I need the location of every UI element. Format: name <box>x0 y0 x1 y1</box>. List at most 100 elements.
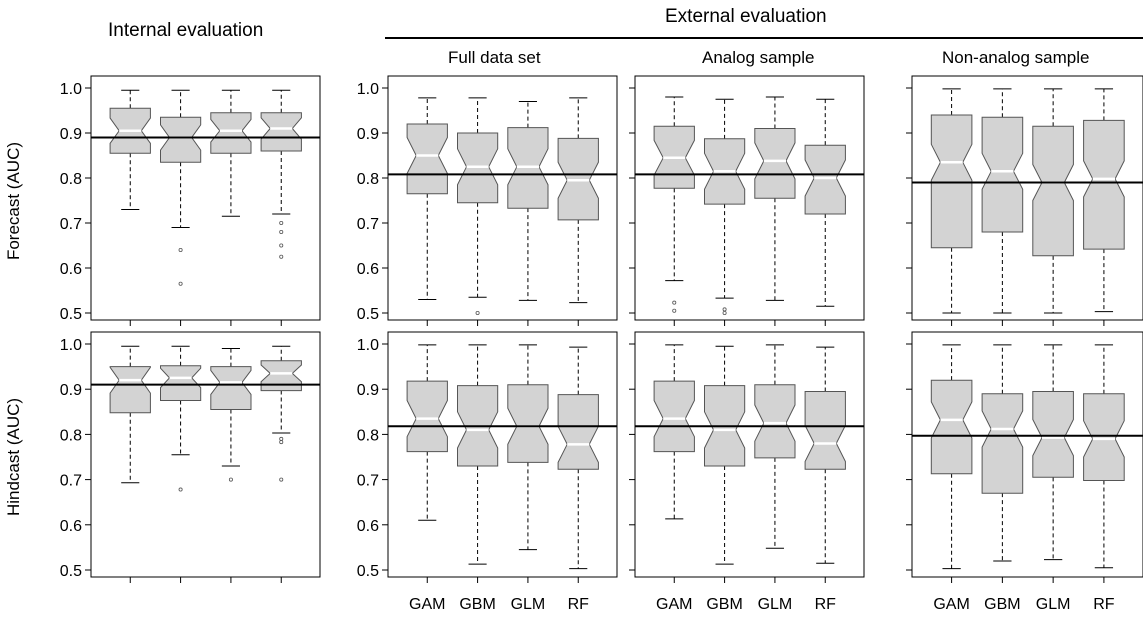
x-tick-label-gbm: GBM <box>459 596 495 613</box>
box-body <box>981 393 1024 494</box>
box-body <box>210 366 252 410</box>
box-body <box>804 144 846 215</box>
x-tick-label-rf: RF <box>1093 596 1115 613</box>
x-tick-label-glm: GLM <box>511 596 546 613</box>
box-gam <box>109 89 151 210</box>
box-glm <box>507 344 549 551</box>
y-tick-label: 1.0 <box>357 337 379 354</box>
y-tick-label: 0.7 <box>357 216 379 233</box>
box-body <box>804 391 846 470</box>
outlier-point <box>279 436 284 441</box>
header-external-evaluation: External evaluation <box>665 6 827 27</box>
y-tick-label: 0.9 <box>357 126 379 143</box>
panel-frame <box>90 75 321 321</box>
box-glm <box>1032 344 1074 561</box>
y-tick-label: 0.8 <box>357 427 379 444</box>
outlier-point <box>228 477 233 482</box>
outlier-point <box>722 310 727 315</box>
panel-frame <box>634 75 865 321</box>
y-tick-label: 1.0 <box>60 81 82 98</box>
y-tick-label: 1.0 <box>60 337 82 354</box>
panel-frame <box>634 331 865 578</box>
y-tick-label: 0.5 <box>357 563 379 580</box>
y-tick-label: 0.9 <box>60 126 82 143</box>
y-tick-label: 0.9 <box>60 382 82 399</box>
y-tick-label: 1.0 <box>357 81 379 98</box>
y-tick-label: 0.8 <box>60 427 82 444</box>
panel-hindcast-internal: 0.5 0.6 0.7 0.8 0.9 1.0 <box>60 331 321 583</box>
outlier-point <box>672 300 677 305</box>
y-tick-label: 0.6 <box>60 261 82 278</box>
box-gbm <box>704 98 746 315</box>
panel-frame <box>90 331 321 578</box>
box-gam <box>406 344 448 521</box>
y-tick-label: 0.7 <box>357 473 379 490</box>
box-rf <box>1083 88 1125 313</box>
box-body <box>160 365 202 401</box>
outlier-point <box>178 247 183 252</box>
x-tick-label-gam: GAM <box>409 596 445 613</box>
x-tick-label-gbm: GBM <box>984 596 1020 613</box>
box-body <box>109 366 151 414</box>
x-tick-label-glm: GLM <box>1036 596 1071 613</box>
x-tick-label-rf: RF <box>568 596 590 613</box>
box-rf <box>1083 344 1125 569</box>
header-external-rule <box>385 37 1143 39</box>
box-gbm <box>981 88 1024 314</box>
outlier-point <box>279 477 284 482</box>
y-tick-label: 0.8 <box>60 171 82 188</box>
panel-hindcast-analog: GAM GBM GLM RF <box>629 331 865 613</box>
outlier-point <box>279 243 284 248</box>
y-tick-label: 0.5 <box>357 306 379 323</box>
box-body <box>260 360 302 392</box>
box-body <box>1083 119 1125 250</box>
box-rf <box>804 98 846 307</box>
y-tick-label: 0.7 <box>60 216 82 233</box>
box-glm <box>210 89 252 217</box>
box-body <box>406 123 448 195</box>
box-gam <box>406 97 448 300</box>
panel-hindcast-nonanalog: GAM GBM GLM RF <box>906 331 1143 613</box>
y-tick-label: 0.6 <box>357 261 379 278</box>
header-analog-sample: Analog sample <box>702 48 815 67</box>
box-glm <box>1032 88 1074 314</box>
y-tick-label: 0.8 <box>357 171 379 188</box>
outlier-point <box>672 308 677 313</box>
outlier-point <box>279 440 284 445</box>
box-gam <box>930 88 973 314</box>
panel-forecast-nonanalog <box>906 75 1143 326</box>
x-tick-label-gam: GAM <box>656 596 692 613</box>
box-body <box>981 116 1024 233</box>
box-rf <box>557 346 599 570</box>
y-tick-label: 0.9 <box>357 382 379 399</box>
header-full-data-set: Full data set <box>448 48 541 67</box>
box-glm <box>210 348 252 482</box>
box-glm <box>754 96 796 301</box>
panel-hindcast-full: 0.5 0.6 0.7 0.8 0.9 1.0 GAM GBM GLM RF <box>357 331 618 613</box>
panel-forecast-internal: 0.5 0.6 0.7 0.8 0.9 1.0 <box>60 75 321 326</box>
box-gbm <box>981 344 1024 562</box>
box-gam <box>653 96 695 313</box>
outlier-point <box>722 307 727 312</box>
box-rf <box>260 345 302 482</box>
y-tick-label: 0.6 <box>357 518 379 535</box>
box-gam <box>109 345 151 484</box>
box-gbm <box>457 97 499 315</box>
y-tick-label: 0.6 <box>60 518 82 535</box>
box-body <box>930 114 973 249</box>
x-tick-label-gbm: GBM <box>706 596 742 613</box>
box-gbm <box>160 89 202 286</box>
outlier-point <box>279 229 284 234</box>
panel-frame <box>911 331 1143 578</box>
panel-forecast-analog <box>629 75 865 326</box>
box-body <box>754 128 796 199</box>
box-body <box>507 384 549 463</box>
panel-frame <box>387 331 618 578</box>
box-body <box>160 116 202 163</box>
box-body <box>406 380 448 453</box>
x-tick-label-glm: GLM <box>758 596 793 613</box>
box-gbm <box>457 344 499 565</box>
box-gam <box>653 344 695 520</box>
box-gam <box>930 344 973 570</box>
